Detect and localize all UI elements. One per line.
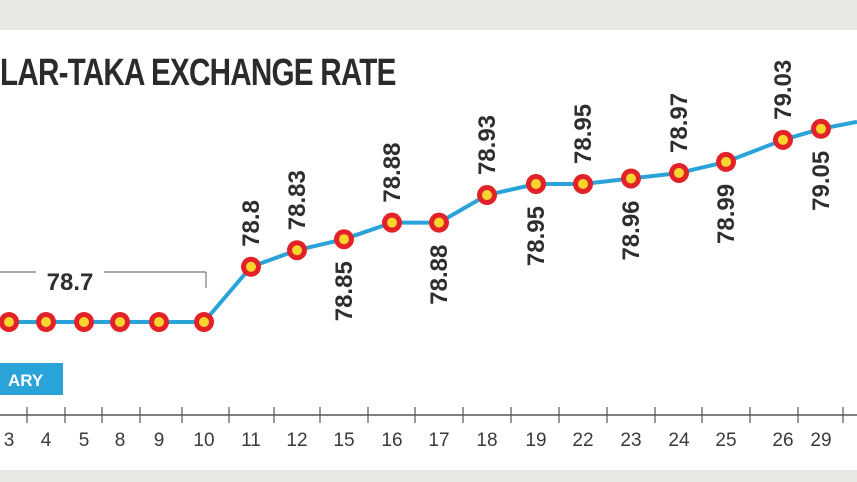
chart-title: LAR-TAKA EXCHANGE RATE (0, 52, 396, 94)
data-point-center (292, 245, 302, 256)
x-tick-label: 10 (193, 430, 214, 451)
data-label: 78.83 (284, 170, 311, 230)
data-label: 78.88 (426, 245, 453, 305)
x-tick-label: 9 (154, 430, 165, 451)
data-point-center (246, 261, 256, 272)
x-tick-label: 11 (241, 430, 261, 451)
x-tick-label: 8 (115, 430, 126, 451)
data-label: 78.95 (523, 206, 550, 266)
x-tick-label: 29 (810, 430, 831, 451)
x-tick-label: 23 (620, 430, 641, 451)
data-point-center (482, 190, 492, 201)
month-label: ARY (8, 371, 44, 390)
x-tick-label: 3 (4, 430, 15, 451)
x-tick-label: 4 (41, 430, 52, 451)
data-point-center (434, 217, 444, 228)
data-point-center (387, 217, 397, 228)
data-point-center (816, 123, 826, 134)
x-tick-label: 19 (525, 430, 546, 451)
data-point-center (4, 317, 14, 327)
data-point-center (339, 234, 349, 245)
x-tick-label: 18 (476, 430, 497, 451)
chart-panel (0, 30, 857, 470)
flat-rate-label: 78.7 (47, 269, 94, 296)
data-label: 78.85 (331, 261, 358, 321)
data-point-center (531, 179, 541, 189)
x-tick-label: 12 (286, 430, 307, 451)
data-label: 78.99 (713, 184, 740, 244)
data-label: 78.96 (618, 200, 645, 260)
data-point-center (578, 179, 588, 189)
x-tick-label: 24 (668, 430, 690, 451)
x-tick-label: 16 (381, 430, 402, 451)
data-point-center (674, 167, 684, 178)
x-tick-label: 26 (772, 430, 793, 451)
x-tick-label: 25 (715, 430, 736, 451)
x-tick-label: 15 (333, 430, 354, 451)
data-point-center (154, 317, 164, 327)
data-point-center (626, 173, 636, 184)
data-point-center (41, 317, 51, 327)
data-label: 78.88 (379, 143, 406, 203)
data-point-center (115, 317, 125, 327)
x-tick-label: 17 (428, 430, 449, 451)
x-tick-label: 22 (572, 430, 593, 451)
data-point-center (721, 156, 731, 167)
data-label: 79.03 (770, 60, 797, 120)
data-label: 78.95 (570, 104, 597, 164)
month-banner (0, 363, 63, 395)
x-tick-label: 5 (79, 430, 90, 451)
data-point-center (778, 134, 788, 145)
data-point-center (199, 317, 209, 327)
data-label: 78.97 (666, 93, 693, 153)
data-label: 79.05 (808, 151, 835, 211)
data-label: 78.8 (238, 200, 265, 247)
data-label: 78.93 (474, 115, 501, 175)
data-point-center (79, 317, 89, 327)
